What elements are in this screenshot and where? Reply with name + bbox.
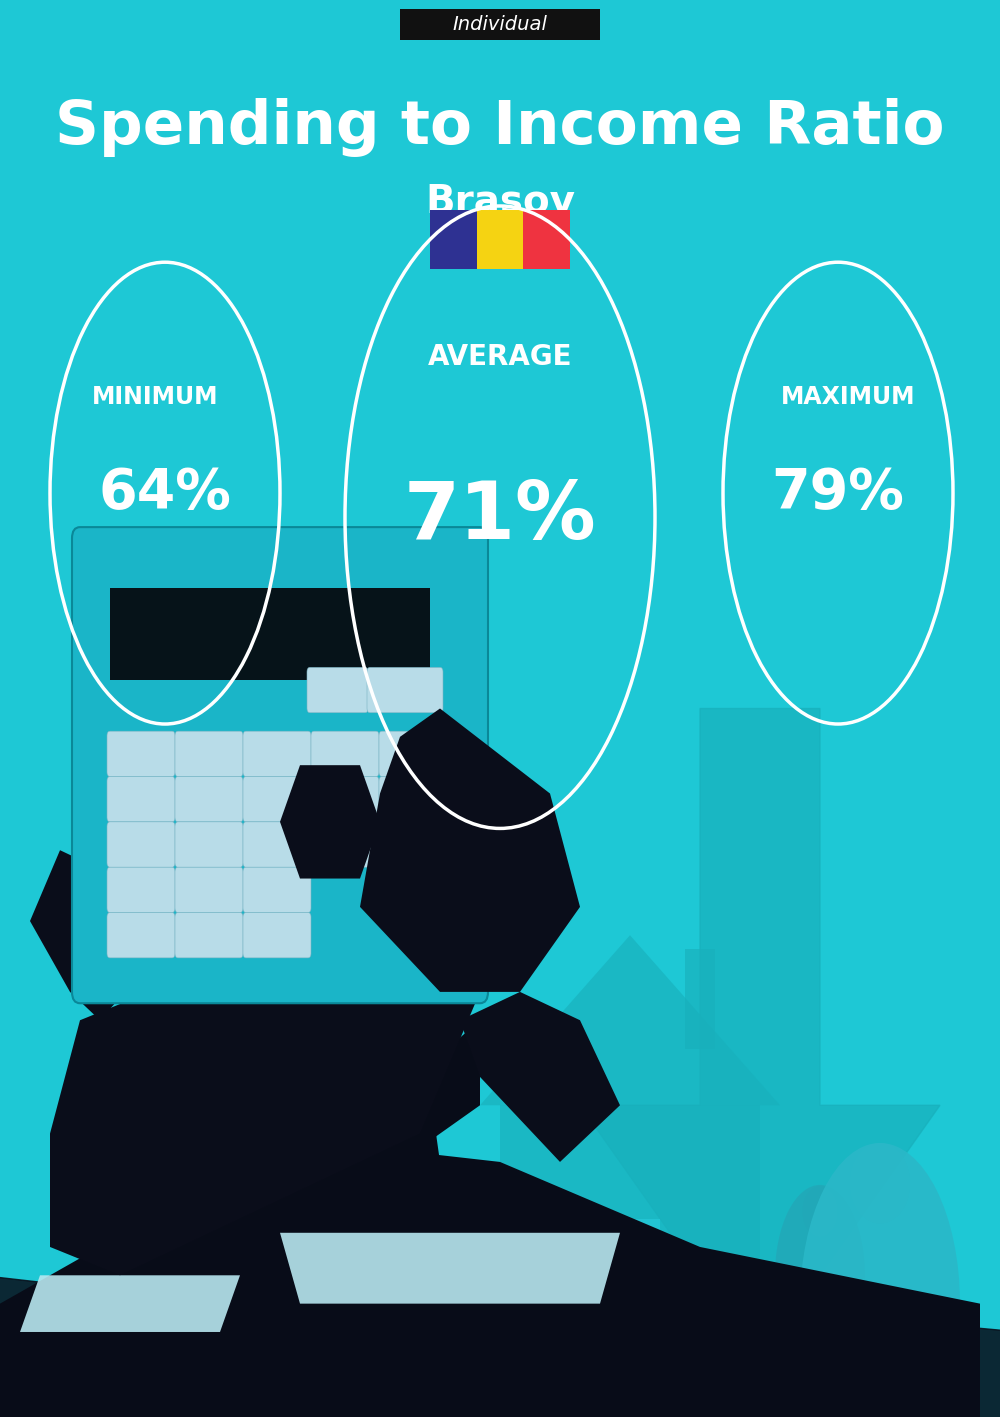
Text: AVERAGE: AVERAGE (428, 343, 572, 371)
Polygon shape (0, 1275, 600, 1417)
FancyBboxPatch shape (243, 913, 311, 958)
Bar (110, 588, 430, 680)
FancyBboxPatch shape (243, 731, 311, 777)
Bar (680, 1263, 770, 1275)
Bar (400, 9, 600, 40)
Polygon shape (280, 1233, 620, 1304)
Bar (595, 1219, 660, 1360)
Bar (680, 1348, 770, 1360)
Text: 79%: 79% (772, 466, 904, 520)
Bar (680, 1280, 770, 1292)
Polygon shape (280, 765, 380, 879)
FancyBboxPatch shape (311, 777, 379, 822)
Polygon shape (360, 708, 580, 992)
Text: Brasov: Brasov (425, 183, 575, 220)
Polygon shape (30, 850, 150, 1020)
Text: MAXIMUM: MAXIMUM (781, 385, 915, 408)
FancyBboxPatch shape (107, 913, 175, 958)
Ellipse shape (802, 1186, 838, 1237)
Bar (477, 210, 523, 269)
FancyBboxPatch shape (243, 822, 311, 867)
FancyBboxPatch shape (107, 822, 175, 867)
Ellipse shape (775, 1185, 865, 1366)
Text: 71%: 71% (404, 478, 596, 557)
Bar (680, 1314, 770, 1326)
FancyBboxPatch shape (311, 731, 379, 777)
Polygon shape (200, 1134, 980, 1417)
FancyBboxPatch shape (307, 667, 368, 713)
FancyBboxPatch shape (243, 867, 311, 913)
FancyBboxPatch shape (243, 777, 311, 822)
FancyBboxPatch shape (311, 822, 379, 867)
Polygon shape (480, 935, 780, 1105)
Bar (523, 210, 570, 269)
Text: Spending to Income Ratio: Spending to Income Ratio (55, 98, 945, 157)
Text: MINIMUM: MINIMUM (92, 385, 218, 408)
Polygon shape (20, 1275, 240, 1332)
Polygon shape (400, 1275, 1000, 1417)
FancyBboxPatch shape (107, 867, 175, 913)
Polygon shape (50, 907, 480, 1275)
FancyBboxPatch shape (379, 731, 447, 777)
Text: Individual: Individual (453, 14, 547, 34)
Polygon shape (460, 992, 620, 1162)
FancyBboxPatch shape (72, 527, 488, 1003)
Polygon shape (220, 794, 460, 1275)
Polygon shape (580, 708, 940, 1360)
Bar (500, 1105, 760, 1360)
FancyBboxPatch shape (175, 867, 243, 913)
FancyBboxPatch shape (175, 822, 243, 867)
Polygon shape (0, 1020, 480, 1417)
Text: $: $ (866, 1289, 898, 1332)
FancyBboxPatch shape (175, 777, 243, 822)
FancyBboxPatch shape (107, 731, 175, 777)
Ellipse shape (800, 1144, 960, 1417)
FancyBboxPatch shape (175, 731, 243, 777)
FancyBboxPatch shape (379, 777, 447, 822)
Polygon shape (0, 1275, 550, 1417)
Bar (680, 1331, 770, 1343)
Text: 64%: 64% (99, 466, 231, 520)
FancyBboxPatch shape (175, 913, 243, 958)
FancyBboxPatch shape (367, 667, 443, 713)
Bar (685, 949, 715, 1049)
Ellipse shape (850, 1144, 910, 1223)
Bar (680, 1297, 770, 1309)
Bar (430, 210, 477, 269)
FancyBboxPatch shape (107, 777, 175, 822)
Polygon shape (0, 1020, 440, 1417)
